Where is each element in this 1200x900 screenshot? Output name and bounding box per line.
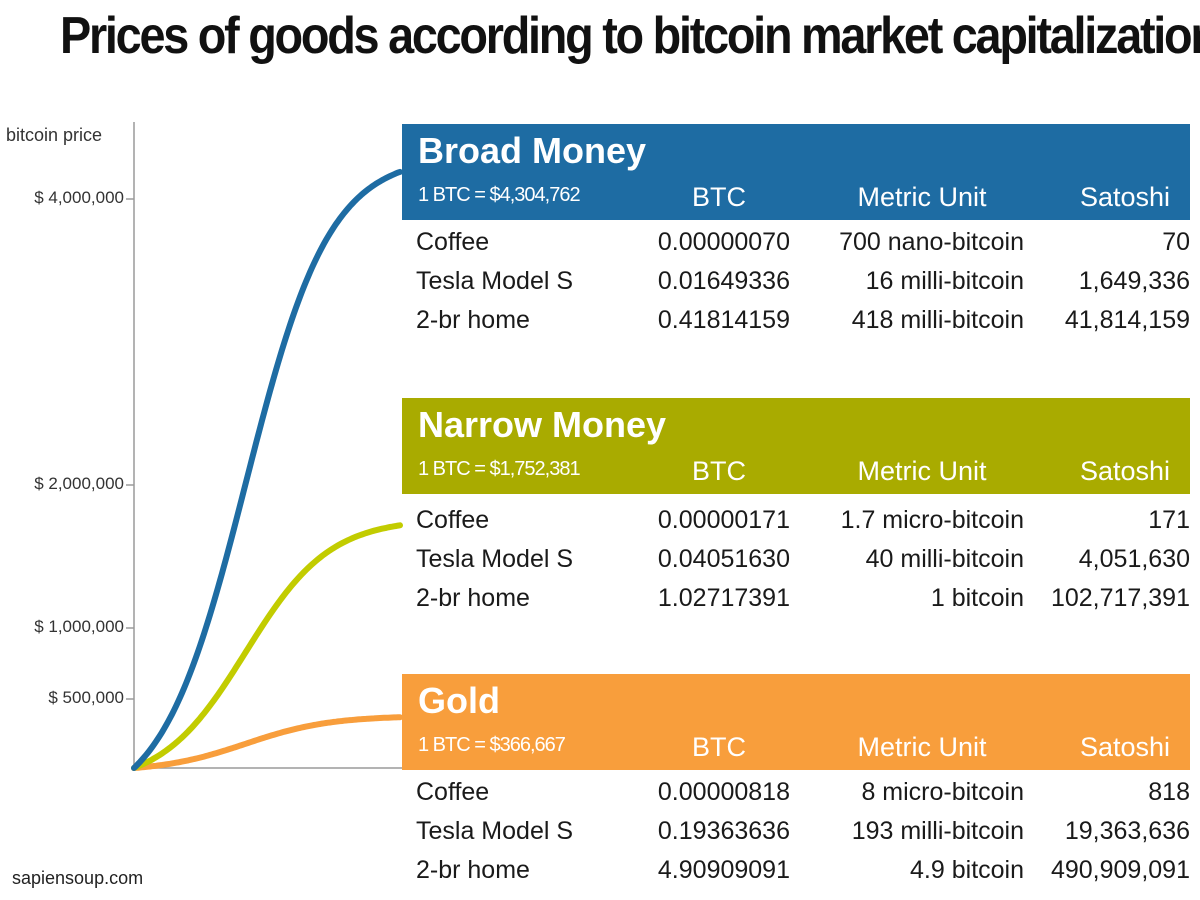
table-row: Coffee 0.00000818 8 micro-bitcoin 818 (402, 774, 1190, 813)
metric-value: 16 milli-bitcoin (865, 267, 1024, 295)
series-line-broad-money (131, 168, 403, 771)
btc-value: 0.19363636 (657, 817, 790, 845)
table-row: 2-br home 4.90909091 4.9 bitcoin 490,909… (402, 852, 1190, 891)
metric-value: 418 milli-bitcoin (851, 306, 1024, 334)
item-name: 2-br home (416, 856, 530, 884)
table-row: Tesla Model S 0.19363636 193 milli-bitco… (402, 813, 1190, 852)
column-header-btc: BTC (692, 182, 746, 212)
satoshi-value: 102,717,391 (1050, 584, 1190, 612)
y-tick-label-1000000: $ 1,000,000 (34, 617, 124, 636)
btc-value: 0.01649336 (657, 267, 790, 295)
metric-value: 40 milli-bitcoin (865, 545, 1024, 573)
column-header-metric-unit: Metric Unit (857, 732, 987, 762)
item-name: 2-br home (416, 306, 530, 334)
table-row: 2-br home 1.02717391 1 bitcoin 102,717,3… (402, 580, 1190, 619)
btc-value: 0.41814159 (657, 306, 790, 334)
table-row: Tesla Model S 0.04051630 40 milli-bitcoi… (402, 541, 1190, 580)
btc-price-label: 1 BTC = $4,304,762 (418, 184, 581, 206)
column-header-btc: BTC (692, 732, 746, 762)
btc-value: 0.04051630 (657, 545, 790, 573)
column-header-satoshi: Satoshi (1079, 732, 1170, 762)
btc-value: 0.00000070 (657, 228, 790, 256)
panel-gold: Gold 1 BTC = $366,667 BTC Metric Unit Sa… (402, 674, 1190, 891)
metric-value: 700 nano-bitcoin (839, 228, 1024, 256)
satoshi-value: 19,363,636 (1064, 817, 1190, 845)
column-header-btc: BTC (692, 456, 746, 486)
metric-value: 193 milli-bitcoin (851, 817, 1024, 845)
chart-title: Prices of goods according to bitcoin mar… (60, 7, 1200, 65)
satoshi-value: 41,814,159 (1064, 306, 1190, 334)
satoshi-value: 818 (1148, 778, 1190, 806)
satoshi-value: 4,051,630 (1078, 545, 1190, 573)
column-header-metric-unit: Metric Unit (857, 456, 987, 486)
btc-value: 4.90909091 (657, 856, 790, 884)
btc-value: 0.00000171 (657, 506, 790, 534)
y-tick-label-2000000: $ 2,000,000 (34, 474, 124, 493)
column-header-metric-unit: Metric Unit (857, 182, 987, 212)
item-name: Coffee (416, 506, 490, 534)
y-tick-label-4000000: $ 4,000,000 (34, 188, 124, 207)
item-name: Coffee (416, 778, 490, 806)
y-tick-label-500000: $ 500,000 (48, 688, 124, 707)
panel-broad-money: Broad Money 1 BTC = $4,304,762 BTC Metri… (402, 124, 1190, 341)
y-axis-label: bitcoin price (6, 125, 103, 145)
metric-value: 4.9 bitcoin (910, 856, 1024, 884)
panel-title: Gold (418, 680, 500, 721)
table-row: 2-br home 0.41814159 418 milli-bitcoin 4… (402, 302, 1190, 341)
item-name: Tesla Model S (416, 267, 574, 295)
satoshi-value: 1,649,336 (1078, 267, 1190, 295)
table-row: Coffee 0.00000171 1.7 micro-bitcoin 171 (402, 502, 1190, 541)
column-header-satoshi: Satoshi (1079, 182, 1170, 212)
btc-value: 1.02717391 (657, 584, 790, 612)
panel-title: Narrow Money (418, 404, 667, 445)
btc-price-label: 1 BTC = $1,752,381 (418, 458, 581, 480)
panel-header: Narrow Money 1 BTC = $1,752,381 BTC Metr… (402, 398, 1190, 494)
panel-narrow-money: Narrow Money 1 BTC = $1,752,381 BTC Metr… (402, 398, 1190, 619)
panel-title: Broad Money (418, 130, 647, 171)
item-name: Tesla Model S (416, 545, 574, 573)
item-name: 2-br home (416, 584, 530, 612)
satoshi-value: 171 (1148, 506, 1190, 534)
btc-price-label: 1 BTC = $366,667 (418, 734, 566, 756)
metric-value: 8 micro-bitcoin (861, 778, 1024, 806)
satoshi-value: 490,909,091 (1050, 856, 1190, 884)
table-row: Coffee 0.00000070 700 nano-bitcoin 70 (402, 224, 1190, 263)
metric-value: 1.7 micro-bitcoin (840, 506, 1024, 534)
btc-value: 0.00000818 (657, 778, 790, 806)
metric-value: 1 bitcoin (930, 584, 1024, 612)
panel-header: Broad Money 1 BTC = $4,304,762 BTC Metri… (402, 124, 1190, 220)
series-line-narrow-money (131, 522, 403, 771)
table-row: Tesla Model S 0.01649336 16 milli-bitcoi… (402, 263, 1190, 302)
item-name: Coffee (416, 228, 490, 256)
satoshi-value: 70 (1162, 228, 1190, 256)
series-line-gold (131, 714, 403, 771)
column-header-satoshi: Satoshi (1079, 456, 1170, 486)
source-credit: sapiensoup.com (12, 868, 144, 888)
item-name: Tesla Model S (416, 817, 574, 845)
panel-header: Gold 1 BTC = $366,667 BTC Metric Unit Sa… (402, 674, 1190, 770)
